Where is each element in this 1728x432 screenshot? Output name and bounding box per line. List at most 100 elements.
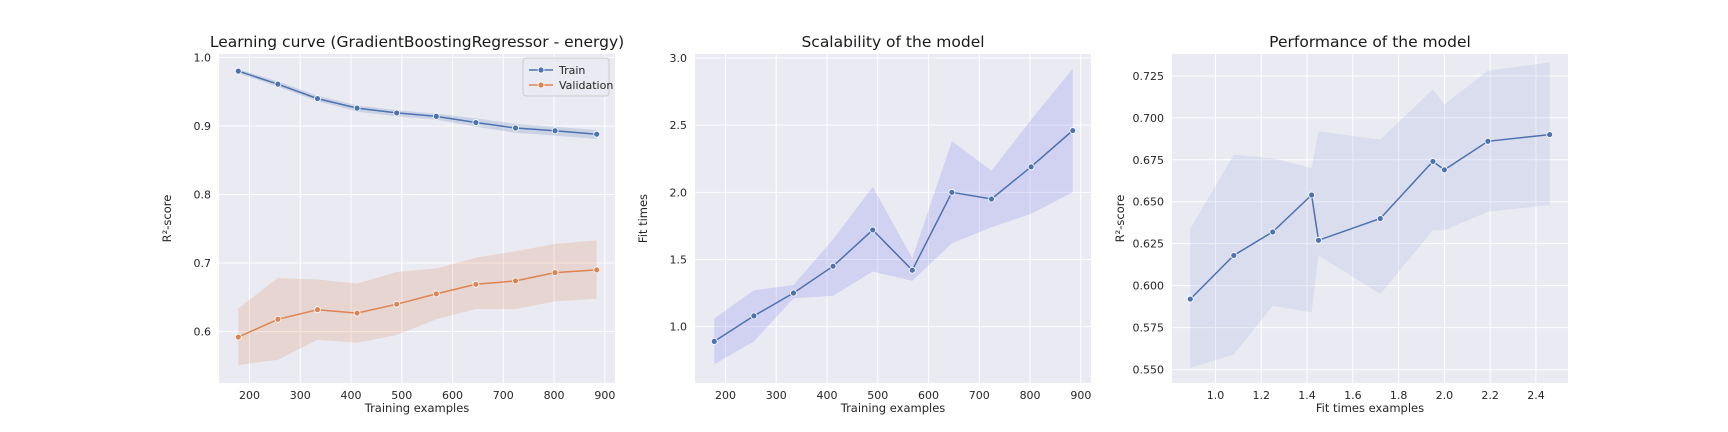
y-tick-label: 1.0 [670,321,688,334]
x-tick-label: 2.4 [1527,389,1545,402]
data-point [1484,137,1492,145]
x-tick-label: 300 [766,389,787,402]
y-tick-label: 2.0 [670,186,688,199]
x-tick-label: 700 [969,389,990,402]
x-tick-label: 1.2 [1253,389,1271,402]
data-point [432,290,440,298]
legend-label: Validation [559,79,613,92]
y-tick-label: 2.5 [670,119,688,132]
data-point [1027,163,1035,171]
data-point [432,112,440,120]
series-line [237,269,597,338]
x-tick-label: 500 [867,389,888,402]
confidence-band [1190,62,1550,368]
data-point [234,67,242,75]
data-point [551,269,559,277]
data-point [512,277,519,285]
data-point [790,289,797,297]
legend-marker [537,81,545,89]
y-tick-label: 1.5 [670,253,688,266]
data-point [1230,252,1238,259]
data-point [1440,166,1448,174]
data-point [472,280,480,288]
data-point [512,124,519,132]
y-tick-label: 0.700 [1133,112,1165,125]
data-point [1546,131,1554,138]
y-tick-label: 0.575 [1133,322,1165,335]
data-point [710,337,718,345]
x-tick-label: 700 [493,389,514,402]
y-tick-label: 0.9 [194,120,212,133]
chart-panel-1: 200 300 400 500 600 700 800 900 0.6 0.7 0.8 0.9 1.0L… [160,33,624,415]
legend-box [522,57,610,97]
data-point [948,188,956,196]
x-axis-label: Training examples [364,401,470,415]
y-axis-label: R²-score [160,195,174,243]
y-tick-label: 0.8 [194,189,212,202]
confidence-band [238,240,597,366]
data-point [274,80,282,88]
x-tick-label: 1.4 [1298,389,1316,402]
series-line [713,129,1074,343]
confidence-band [714,68,1073,365]
chart-panel-2: 200 300 400 500 600 700 800 900 1.0 1.5 2.0 2.5 3.0 S… [636,33,1091,415]
data-point [353,309,361,317]
data-point [1069,127,1077,134]
data-point [593,266,601,274]
legend-marker [537,66,545,74]
chart-panel-3: 1.0 1.2 1.4 1.6 1.8 2.0 2.2 2.4 0.550 0.575 0.600 0… [1113,33,1568,415]
data-point [1308,191,1316,199]
legend: Train Validation [522,57,613,97]
plot-area [1172,54,1568,383]
data-point [393,300,401,308]
data-point [1315,236,1322,244]
data-point [1269,228,1277,236]
y-tick-label: 0.6 [194,326,212,339]
x-tick-label: 900 [594,389,615,402]
y-tick-label: 0.725 [1133,70,1165,83]
data-point [472,119,480,126]
y-tick-label: 0.675 [1133,154,1165,167]
data-point [234,333,242,341]
data-point [274,315,282,323]
chart-title: Performance of the model [1269,33,1471,51]
y-tick-label: 3.0 [670,52,688,65]
series-line [238,70,597,135]
chart-title: Learning curve (GradientBoostingRegresso… [210,33,624,51]
data-point [551,127,559,135]
data-point [314,95,321,102]
x-tick-label: 2.2 [1481,389,1499,402]
y-tick-label: 1.0 [194,51,212,64]
series-line [1189,133,1550,300]
y-tick-label: 0.550 [1133,364,1165,377]
x-tick-label: 1.8 [1390,389,1408,402]
x-tick-label: 800 [1020,389,1041,402]
data-point [988,195,995,203]
data-point [869,226,877,234]
data-point [393,109,401,117]
y-tick-label: 0.7 [194,257,212,270]
y-tick-label: 0.625 [1133,238,1165,251]
data-point [593,130,601,138]
data-point [1429,158,1437,165]
x-tick-label: 600 [918,389,939,402]
x-tick-label: 400 [817,389,838,402]
x-tick-label: 500 [391,389,412,402]
x-tick-label: 2.0 [1436,389,1454,402]
data-point [829,262,837,270]
x-axis-label: Fit times examples [1316,401,1424,415]
data-point [750,312,758,320]
y-axis-label: Fit times [636,194,650,243]
data-point [1376,215,1384,222]
x-tick-label: 900 [1070,389,1091,402]
x-tick-label: 300 [290,389,311,402]
data-point [908,266,916,274]
x-tick-label: 1.6 [1344,389,1362,402]
x-tick-label: 200 [715,389,736,402]
data-point [314,306,321,314]
x-tick-label: 1.0 [1207,389,1225,402]
x-tick-label: 400 [341,389,362,402]
chart-title: Scalability of the model [801,33,984,51]
x-axis-label: Training examples [840,401,946,415]
